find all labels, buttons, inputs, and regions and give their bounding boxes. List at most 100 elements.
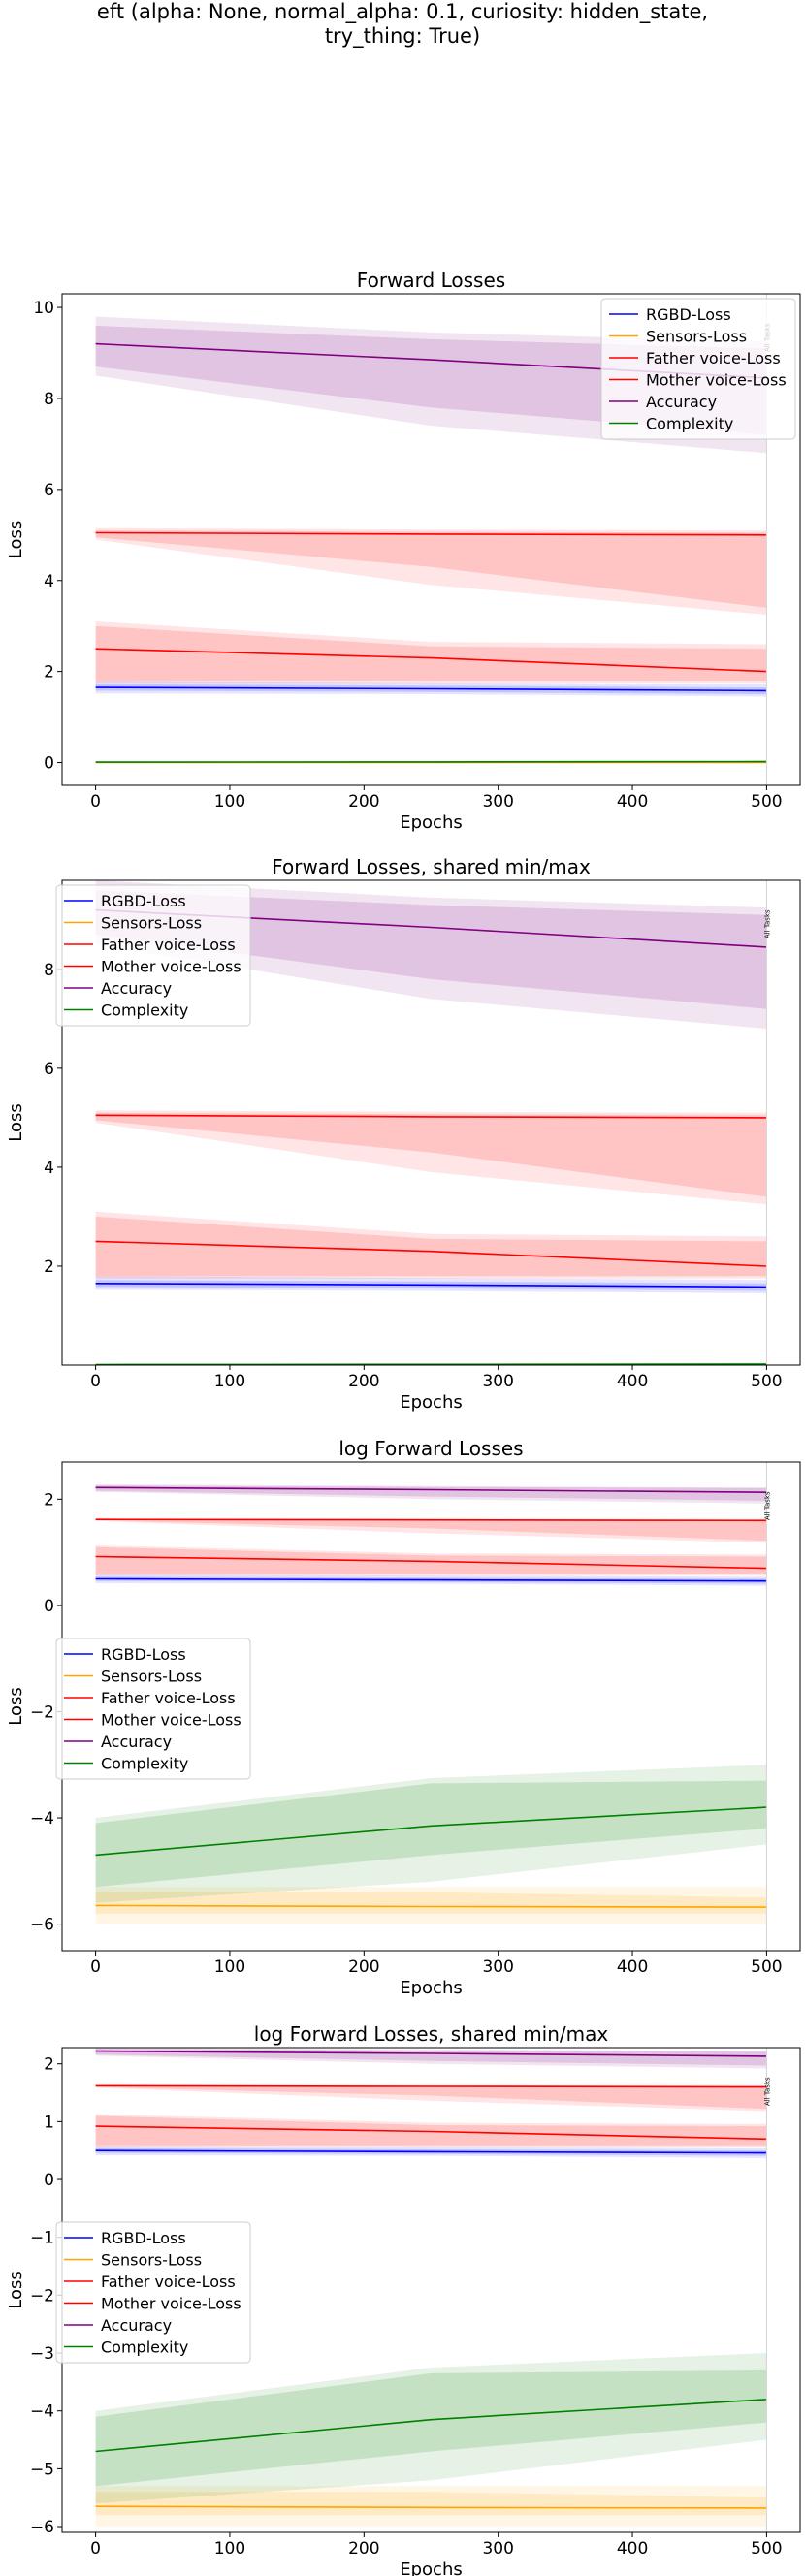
legend-entry: RGBD-Loss xyxy=(101,1645,186,1664)
plot-area xyxy=(95,880,767,1365)
legend-entry: Father voice-Loss xyxy=(101,2273,236,2291)
x-tick-label: 200 xyxy=(348,1957,379,1977)
legend: RGBD-Loss Sensors-Loss Father voice-Loss Mo… xyxy=(55,884,251,1027)
y-axis-label: Loss xyxy=(6,521,26,558)
chart-2: All Tasks 0 100 200 300 400 500 2 4 6 8 Forward Los… xyxy=(6,855,801,1413)
legend-entry: RGBD-Loss xyxy=(646,305,731,324)
legend: RGBD-Loss Sensors-Loss Father voice-Loss Mo… xyxy=(55,1638,251,1780)
series-1-line xyxy=(95,1577,767,1582)
series-3-outer-band xyxy=(95,1110,767,1205)
series-4-inner-band xyxy=(95,2115,767,2146)
x-tick-label: 400 xyxy=(617,2539,648,2559)
all-tasks-marker-label: All Tasks xyxy=(763,909,771,938)
legend-box xyxy=(600,298,796,440)
x-axis-label: Epochs xyxy=(400,1392,463,1413)
legend-entry: Mother voice-Loss xyxy=(101,1711,242,1730)
x-tick-label: 100 xyxy=(214,792,245,811)
y-tick-label: 0 xyxy=(44,2171,54,2190)
series-4-outer-band xyxy=(95,2114,767,2147)
chart-3: All Tasks 0 100 200 300 400 500 −6 −4 −2 0 2 log For… xyxy=(6,1437,801,1998)
x-tick-label: 500 xyxy=(751,1372,782,1391)
legend-entry: Sensors-Loss xyxy=(101,2251,202,2270)
series-2-line xyxy=(95,2505,767,2509)
series-4-inner-band xyxy=(95,1216,767,1277)
y-axis-label: Loss xyxy=(6,1687,26,1725)
series-2-outer-band xyxy=(95,1887,767,1924)
plot-area xyxy=(95,316,767,764)
y-tick-label: −6 xyxy=(30,1916,54,1935)
y-tick-label: 2 xyxy=(44,1257,54,1277)
legend-entry: Accuracy xyxy=(646,393,717,411)
x-tick-label: 500 xyxy=(751,1957,782,1977)
x-tick-label: 200 xyxy=(348,2539,379,2559)
y-tick-label: 1 xyxy=(44,2113,54,2132)
chart-title: log Forward Losses, shared min/max xyxy=(254,2022,609,2046)
chart-1: All Tasks01002003004005000246810Forward … xyxy=(6,269,801,833)
x-tick-label: 300 xyxy=(482,792,513,811)
x-tick-label: 200 xyxy=(348,792,379,811)
legend-entry: RGBD-Loss xyxy=(101,2229,186,2247)
series-4-line xyxy=(95,648,767,673)
legend-entry: Sensors-Loss xyxy=(101,914,202,933)
y-tick-label: −5 xyxy=(30,2460,54,2479)
series-3-outer-band xyxy=(95,2084,767,2112)
series-6-inner-band xyxy=(95,2369,767,2487)
legend-entry: Sensors-Loss xyxy=(101,1668,202,1686)
x-axis-label: Epochs xyxy=(400,812,463,833)
x-tick-label: 300 xyxy=(482,1372,513,1391)
y-tick-label: 8 xyxy=(44,390,54,409)
y-tick-label: −1 xyxy=(30,2229,54,2248)
legend-entry: Father voice-Loss xyxy=(101,1689,236,1707)
x-tick-label: 300 xyxy=(482,2539,513,2559)
legend-box xyxy=(55,884,251,1027)
series-6-line xyxy=(95,1363,767,1365)
legend-entry: Mother voice-Loss xyxy=(101,2295,242,2313)
y-tick-label: −2 xyxy=(30,1702,54,1722)
x-tick-label: 500 xyxy=(751,792,782,811)
x-tick-label: 200 xyxy=(348,1372,379,1391)
series-4-inner-band xyxy=(95,625,767,681)
series-6-outer-band xyxy=(95,1765,767,1903)
y-tick-label: −3 xyxy=(30,2344,54,2364)
series-3-line xyxy=(95,1518,767,1522)
series-5-line xyxy=(95,1486,767,1493)
axes-frame xyxy=(61,879,801,1366)
y-tick-label: 0 xyxy=(44,1597,54,1616)
figure-title-line-1: eft (alpha: None, normal_alpha: 0.1, cur… xyxy=(96,0,709,23)
series-3-line xyxy=(95,2084,767,2088)
plot-area xyxy=(95,2048,767,2527)
y-tick-label: 8 xyxy=(44,961,54,980)
legend-entry: Accuracy xyxy=(101,1733,172,1751)
series-6-inner-band xyxy=(95,1780,767,1888)
legend-entry: Complexity xyxy=(101,1755,188,1773)
legend-entry: Mother voice-Loss xyxy=(646,371,787,390)
series-5-outer-band xyxy=(95,880,767,1030)
y-tick-label: 6 xyxy=(44,481,54,500)
chart-title: Forward Losses, shared min/max xyxy=(272,855,591,878)
series-3-line xyxy=(95,1114,767,1119)
legend-entry: Mother voice-Loss xyxy=(101,958,242,976)
x-tick-label: 400 xyxy=(617,1372,648,1391)
x-tick-label: 400 xyxy=(617,792,648,811)
legend-entry: Complexity xyxy=(646,415,733,433)
legend-entry: Complexity xyxy=(101,2338,188,2357)
y-tick-label: 0 xyxy=(44,754,54,774)
x-tick-label: 100 xyxy=(214,2539,245,2559)
all-tasks-marker-label: All Tasks xyxy=(763,1491,771,1520)
y-tick-label: 10 xyxy=(33,299,54,318)
series-6-line xyxy=(95,760,767,763)
x-tick-label: 100 xyxy=(214,1372,245,1391)
series-1-line xyxy=(95,686,767,692)
legend: RGBD-Loss Sensors-Loss Father voice-Loss Mo… xyxy=(55,2221,251,2364)
x-tick-label: 300 xyxy=(482,1957,513,1977)
series-4-line xyxy=(95,2125,767,2141)
series-5-inner-band xyxy=(95,325,767,435)
y-tick-label: 4 xyxy=(44,1159,54,1178)
series-6-line xyxy=(95,2399,767,2453)
x-tick-label: 0 xyxy=(90,1372,101,1391)
series-3-inner-band xyxy=(95,1518,767,1542)
all-tasks-marker-label: All Tasks xyxy=(763,2077,771,2106)
y-tick-label: 2 xyxy=(44,1490,54,1510)
x-axis-label: Epochs xyxy=(400,1978,463,1998)
